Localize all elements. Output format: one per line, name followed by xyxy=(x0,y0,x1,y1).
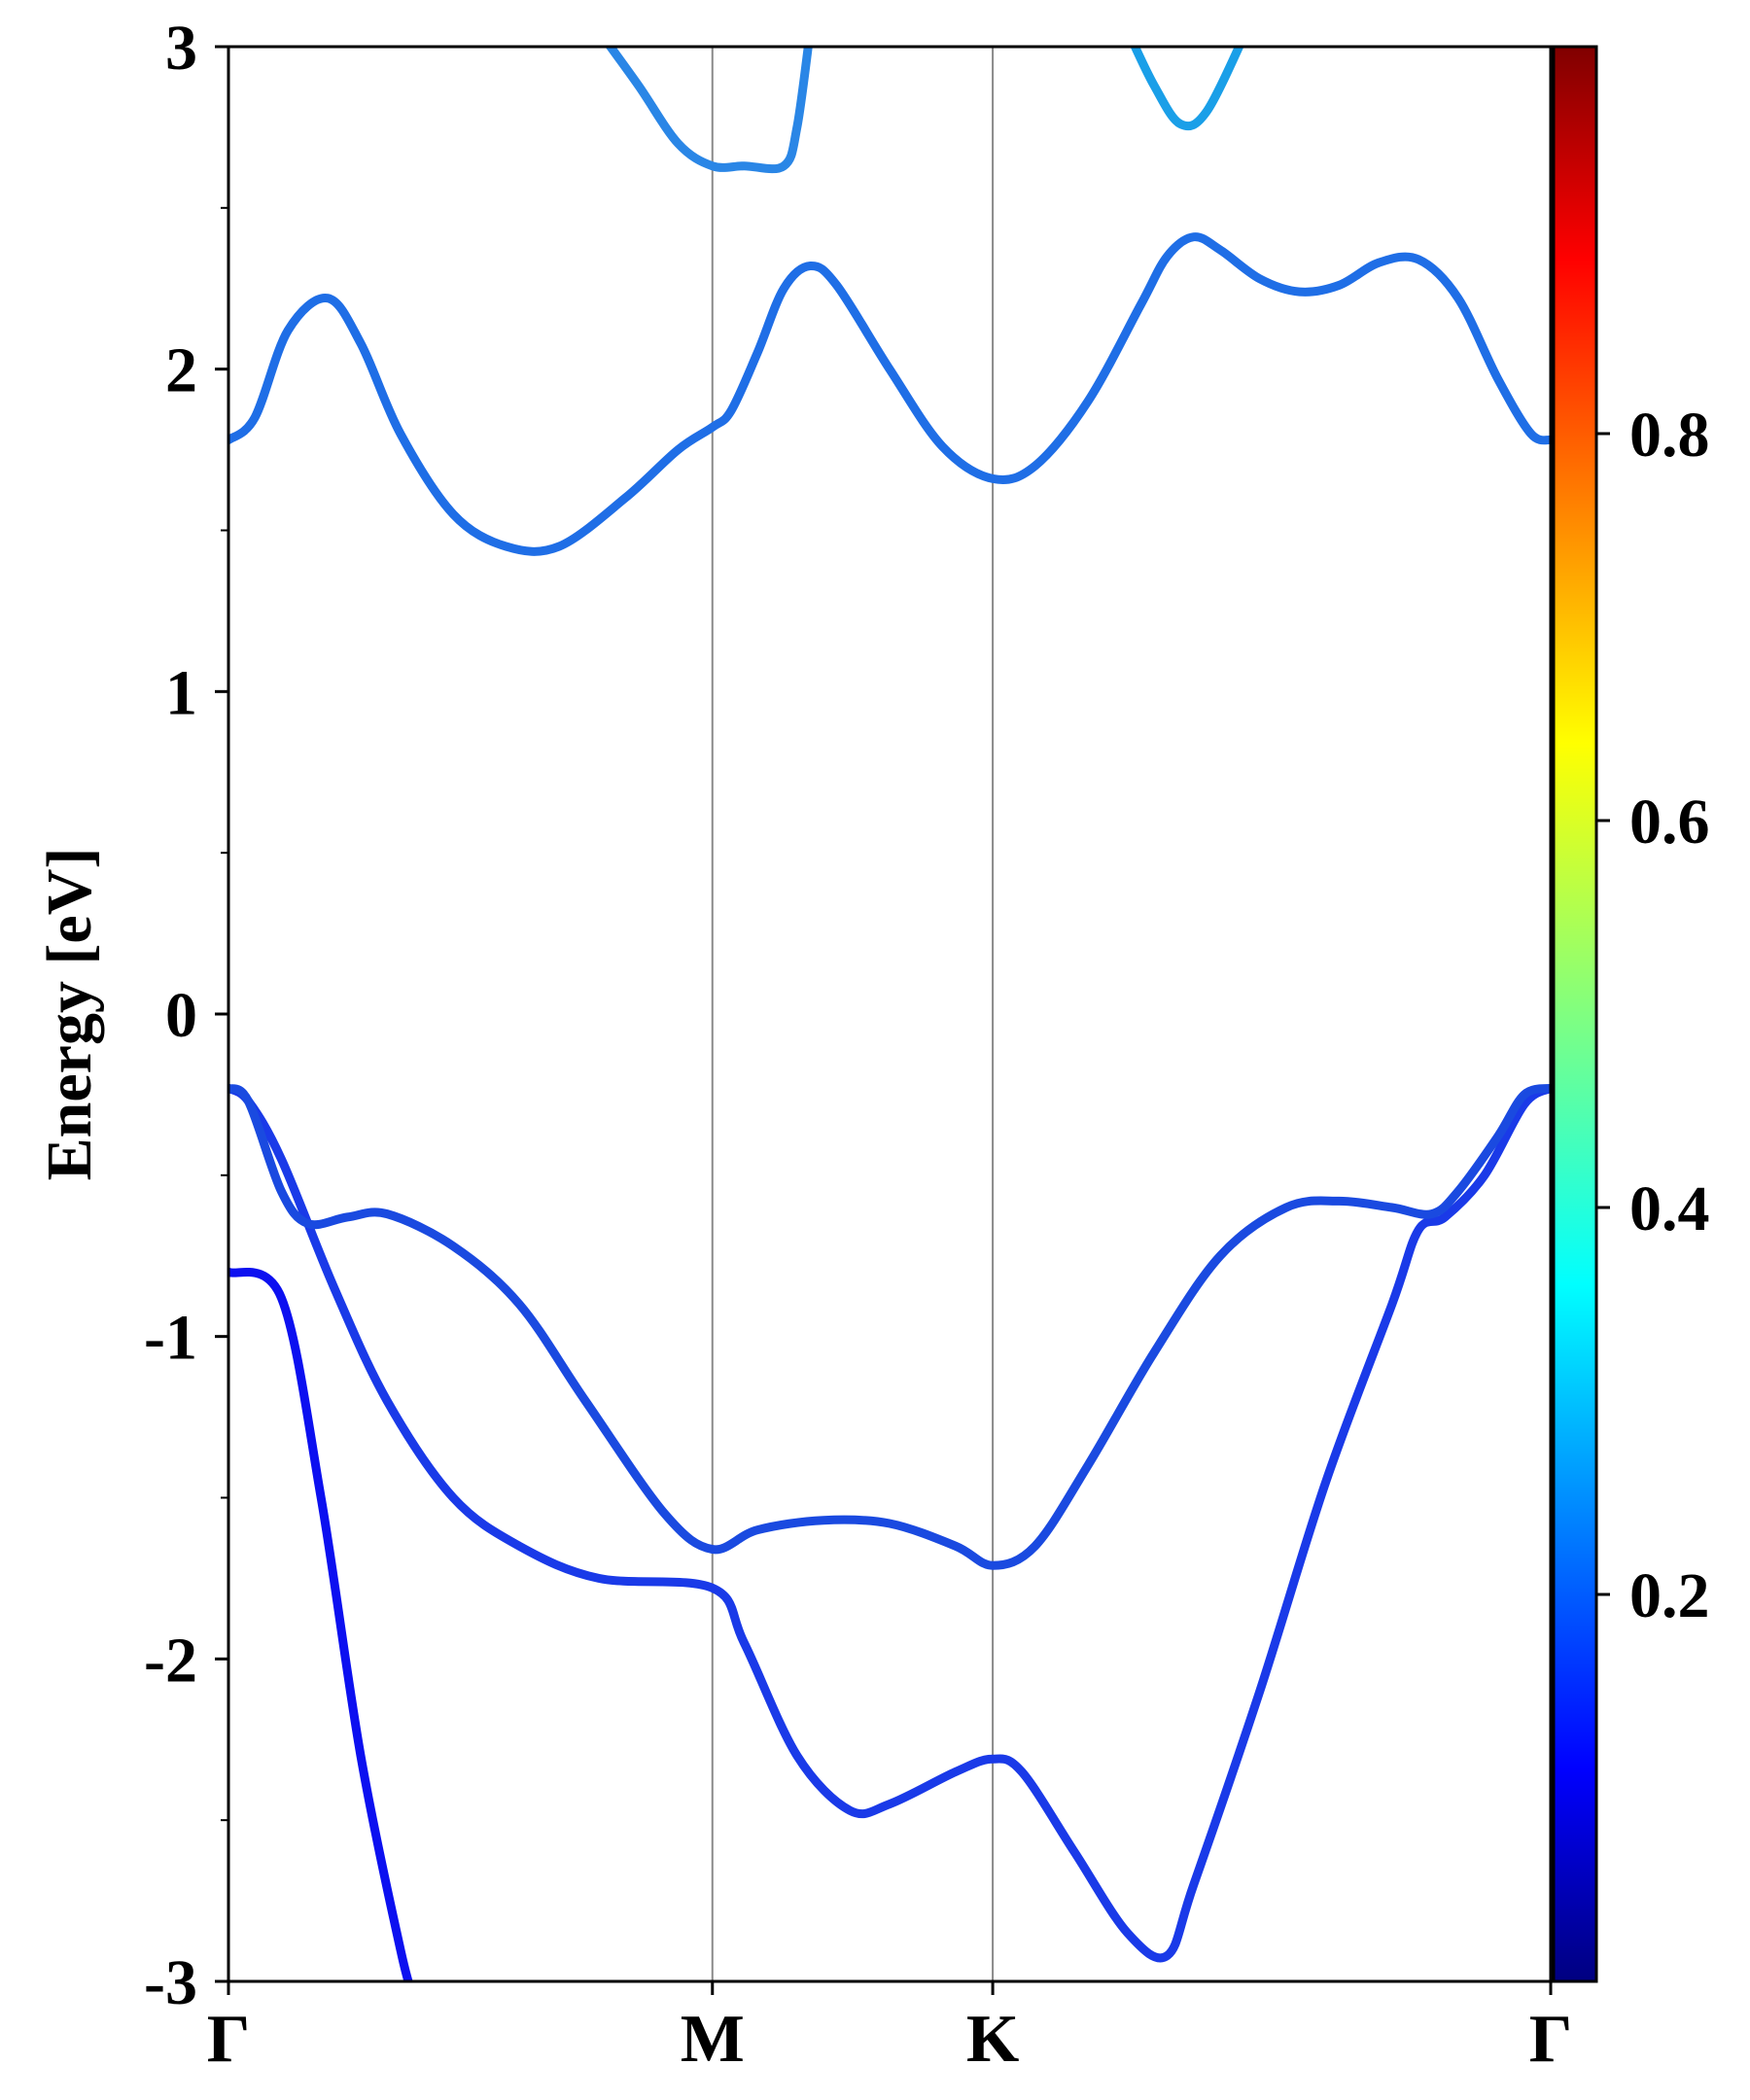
band-line-2 xyxy=(228,1083,1551,1570)
x-tick-label-3: Γ xyxy=(1529,2002,1573,2077)
y-tick-label-4: -1 xyxy=(144,1303,197,1374)
bands xyxy=(228,47,1551,1981)
colorbar-ticks: 0.2 0.4 0.6 0.8 xyxy=(1596,400,1710,1631)
colorbar-tick-label-0: 0.2 xyxy=(1629,1560,1710,1631)
x-tick-label-1: M xyxy=(681,2002,745,2077)
colorbar-tick-label-3: 0.8 xyxy=(1629,400,1710,471)
plot-frame xyxy=(227,45,1553,1983)
y-tick-label-1: 2 xyxy=(165,335,197,406)
colorbar-gradient xyxy=(1552,45,1598,1983)
high-symmetry-lines xyxy=(711,47,995,1981)
colorbar: 0.2 0.4 0.6 0.8 xyxy=(1552,45,1710,1983)
band-line-5 xyxy=(1130,47,1244,131)
x-tick-label-0: Γ xyxy=(207,2002,251,2077)
band-line-4 xyxy=(605,47,813,174)
band-line-1 xyxy=(228,1083,1551,1963)
y-axis-label: Energy [eV] xyxy=(34,848,105,1181)
band-line-0 xyxy=(228,1267,413,1981)
colorbar-tick-label-1: 0.4 xyxy=(1629,1173,1710,1244)
x-tick-label-2: K xyxy=(966,2002,1019,2077)
y-tick-label-3: 0 xyxy=(165,980,197,1051)
colorbar-tick-label-2: 0.6 xyxy=(1629,787,1710,858)
y-tick-label-6: -3 xyxy=(144,1947,197,2018)
band-line-3 xyxy=(228,232,1551,556)
y-tick-label-2: 1 xyxy=(165,657,197,728)
y-tick-label-0: 3 xyxy=(165,13,197,84)
y-tick-label-5: -2 xyxy=(144,1625,197,1696)
y-axis: 3 2 1 0 -1 -2 -3 xyxy=(144,13,228,2018)
